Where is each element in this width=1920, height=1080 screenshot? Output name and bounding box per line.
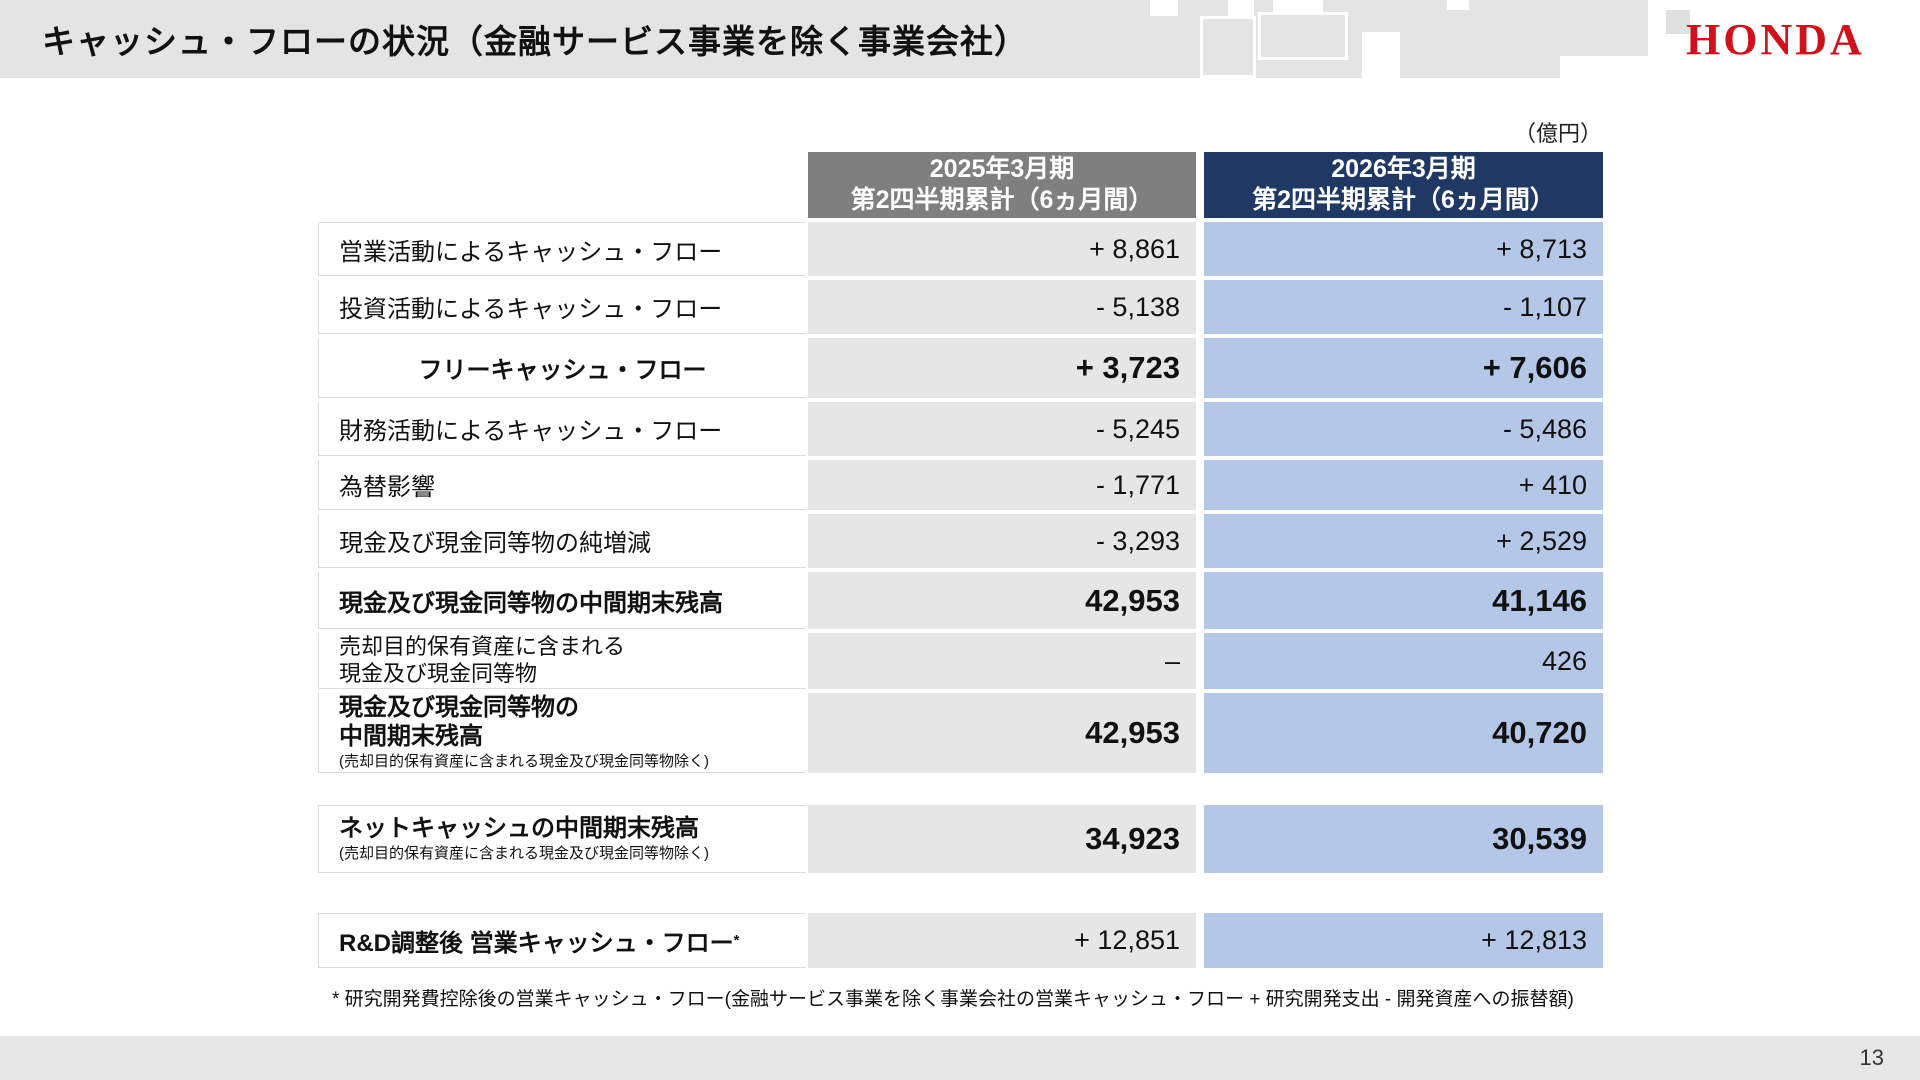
page-number: 13 bbox=[1859, 1045, 1884, 1070]
value-fy2026: - 1,107 bbox=[1204, 280, 1603, 334]
value-fy2025: – bbox=[808, 633, 1196, 689]
row-label: 現金及び現金同等物の純増減 bbox=[318, 514, 806, 568]
value-fy2026: - 5,486 bbox=[1204, 402, 1603, 456]
value-fy2025: + 8,861 bbox=[808, 222, 1196, 276]
unit-label: （億円） bbox=[1513, 121, 1602, 146]
row-label: フリーキャッシュ・フロー bbox=[318, 338, 806, 398]
value-fy2025: - 3,293 bbox=[808, 514, 1196, 568]
table-row-operating-cf: 営業活動によるキャッシュ・フロー + 8,861 + 8,713 bbox=[318, 222, 1608, 276]
value-fy2025: - 1,771 bbox=[808, 460, 1196, 510]
row-label: 営業活動によるキャッシュ・フロー bbox=[318, 222, 806, 276]
value-fy2025: - 5,138 bbox=[808, 280, 1196, 334]
table-row-cash-end-balance-excl: 現金及び現金同等物の 中間期末残高 (売却目的保有資産に含まれる現金及び現金同等… bbox=[318, 693, 1608, 773]
mosaic-square bbox=[1228, 0, 1254, 16]
value-fy2026: 41,146 bbox=[1204, 572, 1603, 629]
table-row-rd-adjusted-operating-cf: R&D調整後 営業キャッシュ・フロー * + 12,851 + 12,813 bbox=[318, 913, 1608, 968]
row-label: 財務活動によるキャッシュ・フロー bbox=[318, 402, 806, 456]
table-row-cash-held-for-sale: 売却目的保有資産に含まれる 現金及び現金同等物 – 426 bbox=[318, 633, 1608, 689]
row-label: 投資活動によるキャッシュ・フロー bbox=[318, 280, 806, 334]
row-label: R&D調整後 営業キャッシュ・フロー * bbox=[318, 913, 806, 968]
cashflow-table: 2025年3月期 第2四半期累計（6ヵ月間） 2026年3月期 第2四半期累計（… bbox=[318, 152, 1608, 972]
mosaic-square bbox=[1560, 56, 1648, 78]
value-fy2025: 34,923 bbox=[808, 805, 1196, 873]
table-row-fx-effect: 為替影響 - 1,771 + 410 bbox=[318, 460, 1608, 510]
table-header-row: 2025年3月期 第2四半期累計（6ヵ月間） 2026年3月期 第2四半期累計（… bbox=[318, 152, 1608, 218]
table-row-free-cash-flow: フリーキャッシュ・フロー + 3,723 + 7,606 bbox=[318, 338, 1608, 398]
value-fy2025: - 5,245 bbox=[808, 402, 1196, 456]
value-fy2026: + 410 bbox=[1204, 460, 1603, 510]
mosaic-square bbox=[1447, 0, 1469, 10]
value-fy2026: 40,720 bbox=[1204, 693, 1603, 773]
value-fy2026: 426 bbox=[1204, 633, 1603, 689]
table-row-investing-cf: 投資活動によるキャッシュ・フロー - 5,138 - 1,107 bbox=[318, 280, 1608, 334]
value-fy2025: 42,953 bbox=[808, 693, 1196, 773]
footnote-asterisk: * bbox=[733, 932, 740, 949]
table-row-financing-cf: 財務活動によるキャッシュ・フロー - 5,245 - 5,486 bbox=[318, 402, 1608, 456]
mosaic-square bbox=[1273, 0, 1323, 12]
row-label: 為替影響 bbox=[318, 460, 806, 510]
row-label: 売却目的保有資産に含まれる 現金及び現金同等物 bbox=[318, 633, 806, 689]
value-fy2026: + 2,529 bbox=[1204, 514, 1603, 568]
value-fy2026: + 7,606 bbox=[1204, 338, 1603, 398]
mosaic-square bbox=[1666, 10, 1690, 34]
value-fy2025: 42,953 bbox=[808, 572, 1196, 629]
mosaic-square bbox=[1258, 12, 1348, 60]
value-fy2026: 30,539 bbox=[1204, 805, 1603, 873]
value-fy2026: + 8,713 bbox=[1204, 222, 1603, 276]
table-row-net-cash-balance: ネットキャッシュの中間期末残高 (売却目的保有資産に含まれる現金及び現金同等物除… bbox=[318, 805, 1608, 873]
table-row-net-change-cash: 現金及び現金同等物の純増減 - 3,293 + 2,529 bbox=[318, 514, 1608, 568]
column-header-fy2026: 2026年3月期 第2四半期累計（6ヵ月間） bbox=[1204, 152, 1603, 218]
honda-logo: HONDA bbox=[1686, 15, 1865, 64]
row-label: ネットキャッシュの中間期末残高 (売却目的保有資産に含まれる現金及び現金同等物除… bbox=[318, 805, 806, 873]
mosaic-square bbox=[1362, 32, 1400, 78]
bottom-band bbox=[0, 1036, 1920, 1080]
mosaic-square bbox=[1200, 16, 1256, 78]
row-label: 現金及び現金同等物の中間期末残高 bbox=[318, 572, 806, 629]
page-title: キャッシュ・フローの状況（金融サービス事業を除く事業会社） bbox=[42, 23, 1028, 60]
row-label: 現金及び現金同等物の 中間期末残高 (売却目的保有資産に含まれる現金及び現金同等… bbox=[318, 693, 806, 773]
value-fy2026: + 12,813 bbox=[1204, 913, 1603, 968]
mosaic-square bbox=[1150, 0, 1178, 16]
table-row-cash-end-balance: 現金及び現金同等物の中間期末残高 42,953 41,146 bbox=[318, 572, 1608, 629]
value-fy2025: + 12,851 bbox=[808, 913, 1196, 968]
footnote-text: * 研究開発費控除後の営業キャッシュ・フロー(金融サービス事業を除く事業会社の営… bbox=[332, 989, 1574, 1010]
value-fy2025: + 3,723 bbox=[808, 338, 1196, 398]
column-header-fy2025: 2025年3月期 第2四半期累計（6ヵ月間） bbox=[808, 152, 1196, 218]
